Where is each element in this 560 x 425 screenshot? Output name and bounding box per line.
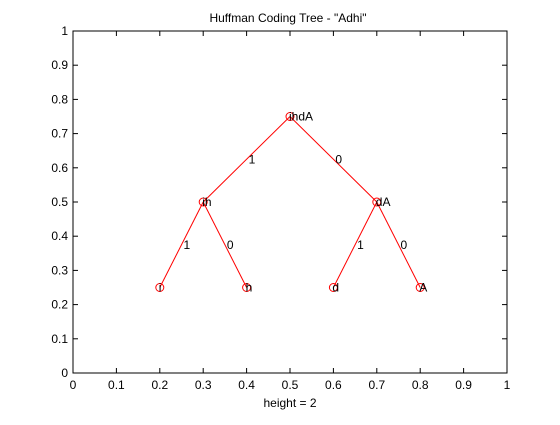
tree-node-label: h — [246, 281, 253, 295]
tree-node-marker — [285, 112, 295, 121]
edge-label: 0 — [335, 152, 342, 166]
tree-edge — [159, 201, 204, 288]
x-axis-label: height = 2 — [263, 396, 316, 410]
x-tick-label: 0.2 — [151, 378, 168, 392]
x-tick-label: 0 — [70, 378, 77, 392]
x-tick-label: 0.6 — [325, 378, 342, 392]
edge-labels: 1 0 1 0 1 0 — [184, 152, 408, 252]
x-tick-label: 1 — [504, 378, 511, 392]
x-tick-label: 0.1 — [108, 378, 125, 392]
tree-node-label: d — [332, 281, 339, 295]
y-tick-label: 0.1 — [51, 332, 68, 346]
y-tick-label: 0.5 — [51, 195, 68, 209]
tree-node-marker — [155, 283, 165, 292]
edge-label: 0 — [227, 238, 234, 252]
tree-node-label: ihdA — [289, 110, 313, 124]
y-tick-label: 0.6 — [51, 161, 68, 175]
x-tick-label: 0.9 — [455, 378, 472, 392]
tree-edge — [332, 201, 378, 288]
x-tick-label: 0.4 — [238, 378, 255, 392]
y-tick-label: 0.8 — [51, 92, 68, 106]
tree-node-marker — [372, 197, 382, 207]
chart-title: Huffman Coding Tree - "Adhi" — [209, 11, 366, 25]
tree-node-label: A — [419, 281, 427, 295]
edge-label: 0 — [401, 238, 408, 252]
x-tick-label: 0.3 — [195, 378, 212, 392]
tree-nodes — [155, 112, 425, 292]
y-tick-label: 0.2 — [51, 298, 68, 312]
axes-box — [72, 30, 508, 374]
tree-node-marker — [198, 197, 208, 207]
edge-label: 1 — [184, 238, 191, 252]
y-tick-label: 0 — [61, 366, 68, 380]
tree-edges — [159, 116, 421, 288]
y-tick-label: 0.9 — [51, 58, 68, 72]
edge-label: 1 — [249, 152, 256, 166]
x-tick-label: 0.8 — [412, 378, 429, 392]
tree-edge — [202, 116, 291, 203]
tree-node-marker — [242, 283, 252, 292]
y-tick-label: 0.7 — [51, 127, 68, 141]
tree-node-marker — [328, 283, 338, 292]
tree-node-label: dA — [376, 195, 391, 209]
x-tick-label: 0.7 — [368, 378, 385, 392]
tree-edge — [202, 201, 248, 288]
x-tick-label: 0.5 — [282, 378, 299, 392]
edge-label: 1 — [357, 238, 364, 252]
tree-edge — [289, 116, 378, 203]
tree-node-label: ih — [202, 195, 211, 209]
tree-edge — [376, 201, 421, 288]
tree-node-label: i — [159, 281, 162, 295]
axis-ticks: 0 0.1 0.2 0.3 0.4 0.5 0.6 0.7 0.8 0.9 1 0 0.1 0.2 0.3 0… — [51, 24, 510, 392]
y-tick-label: 1 — [61, 24, 68, 38]
y-tick-label: 0.3 — [51, 263, 68, 277]
tree-node-marker — [415, 283, 425, 292]
y-tick-label: 0.4 — [51, 229, 68, 243]
